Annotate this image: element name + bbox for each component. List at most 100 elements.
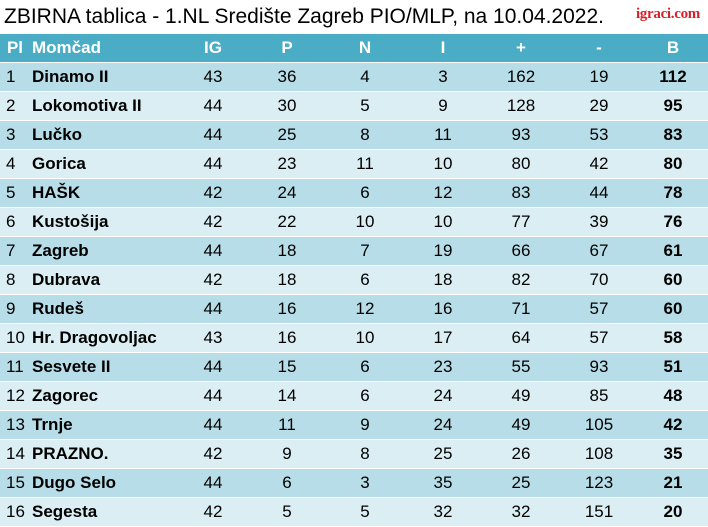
cell-goals-against: 42: [560, 149, 638, 179]
cell-goals-for: 49: [482, 410, 560, 440]
cell-played: 42: [178, 439, 248, 469]
cell-wins: 6: [248, 468, 326, 498]
cell-draws: 8: [326, 120, 404, 150]
cell-team: Dubrava: [30, 265, 178, 295]
cell-team: Zagreb: [30, 236, 178, 266]
cell-goals-against: 39: [560, 207, 638, 237]
cell-position: 11: [0, 352, 30, 382]
cell-team: Hr. Dragovoljac: [30, 323, 178, 353]
cell-position: 15: [0, 468, 30, 498]
cell-points: 60: [638, 265, 708, 295]
cell-goals-against: 19: [560, 62, 638, 92]
cell-losses: 11: [404, 120, 482, 150]
cell-goals-for: 71: [482, 294, 560, 324]
cell-goals-for: 26: [482, 439, 560, 469]
cell-wins: 30: [248, 91, 326, 121]
cell-team: Lučko: [30, 120, 178, 150]
header-draws: N: [326, 34, 404, 63]
cell-goals-against: 53: [560, 120, 638, 150]
cell-goals-against: 57: [560, 323, 638, 353]
cell-draws: 6: [326, 265, 404, 295]
cell-goals-for: 64: [482, 323, 560, 353]
cell-team: Zagorec: [30, 381, 178, 411]
cell-played: 44: [178, 294, 248, 324]
cell-position: 9: [0, 294, 30, 324]
cell-wins: 11: [248, 410, 326, 440]
cell-points: 51: [638, 352, 708, 382]
cell-points: 60: [638, 294, 708, 324]
cell-team: Trnje: [30, 410, 178, 440]
table-row: 9 Rudeš 44 16 12 16 71 57 60: [0, 294, 708, 324]
table-body: 1 Dinamo II 43 36 4 3 162 19 112 2 Lokomotiva II 44…: [0, 62, 708, 527]
cell-position: 5: [0, 178, 30, 208]
site-logo[interactable]: igraci.com: [635, 6, 700, 22]
cell-draws: 6: [326, 381, 404, 411]
cell-losses: 17: [404, 323, 482, 353]
cell-position: 2: [0, 91, 30, 121]
cell-points: 21: [638, 468, 708, 498]
cell-points: 112: [638, 62, 708, 92]
cell-position: 7: [0, 236, 30, 266]
cell-goals-against: 44: [560, 178, 638, 208]
header-played: IG: [178, 34, 248, 63]
cell-team: Gorica: [30, 149, 178, 179]
cell-played: 44: [178, 468, 248, 498]
cell-played: 42: [178, 265, 248, 295]
table-row: 10 Hr. Dragovoljac 43 16 10 17 64 57 58: [0, 323, 708, 353]
cell-team: Sesvete II: [30, 352, 178, 382]
cell-losses: 19: [404, 236, 482, 266]
cell-played: 42: [178, 178, 248, 208]
cell-goals-for: 55: [482, 352, 560, 382]
cell-wins: 16: [248, 294, 326, 324]
table-row: 6 Kustošija 42 22 10 10 77 39 76: [0, 207, 708, 237]
cell-played: 44: [178, 410, 248, 440]
cell-points: 20: [638, 497, 708, 527]
cell-played: 44: [178, 352, 248, 382]
cell-losses: 24: [404, 381, 482, 411]
cell-draws: 3: [326, 468, 404, 498]
cell-points: 95: [638, 91, 708, 121]
cell-losses: 35: [404, 468, 482, 498]
cell-draws: 6: [326, 178, 404, 208]
cell-position: 10: [0, 323, 30, 353]
cell-played: 44: [178, 120, 248, 150]
cell-played: 44: [178, 381, 248, 411]
cell-goals-for: 77: [482, 207, 560, 237]
cell-goals-against: 123: [560, 468, 638, 498]
cell-losses: 12: [404, 178, 482, 208]
cell-played: 44: [178, 149, 248, 179]
cell-goals-against: 85: [560, 381, 638, 411]
cell-points: 48: [638, 381, 708, 411]
cell-team: Dinamo II: [30, 62, 178, 92]
cell-position: 6: [0, 207, 30, 237]
cell-played: 44: [178, 236, 248, 266]
cell-team: Kustošija: [30, 207, 178, 237]
cell-losses: 32: [404, 497, 482, 527]
cell-points: 61: [638, 236, 708, 266]
cell-wins: 15: [248, 352, 326, 382]
cell-draws: 12: [326, 294, 404, 324]
cell-goals-for: 82: [482, 265, 560, 295]
cell-points: 76: [638, 207, 708, 237]
cell-wins: 25: [248, 120, 326, 150]
table-row: 7 Zagreb 44 18 7 19 66 67 61: [0, 236, 708, 266]
cell-draws: 9: [326, 410, 404, 440]
table-row: 1 Dinamo II 43 36 4 3 162 19 112: [0, 62, 708, 92]
cell-wins: 5: [248, 497, 326, 527]
cell-wins: 24: [248, 178, 326, 208]
cell-wins: 16: [248, 323, 326, 353]
table-row: 4 Gorica 44 23 11 10 80 42 80: [0, 149, 708, 179]
cell-wins: 9: [248, 439, 326, 469]
cell-goals-for: 66: [482, 236, 560, 266]
cell-draws: 5: [326, 497, 404, 527]
title-bar: ZBIRNA tablica - 1.NL Središte Zagreb PI…: [0, 0, 708, 34]
cell-goals-against: 57: [560, 294, 638, 324]
cell-team: Rudeš: [30, 294, 178, 324]
table-row: 13 Trnje 44 11 9 24 49 105 42: [0, 410, 708, 440]
header-points: B: [638, 34, 708, 63]
cell-wins: 14: [248, 381, 326, 411]
cell-draws: 11: [326, 149, 404, 179]
cell-draws: 10: [326, 207, 404, 237]
cell-goals-for: 32: [482, 497, 560, 527]
cell-goals-for: 162: [482, 62, 560, 92]
